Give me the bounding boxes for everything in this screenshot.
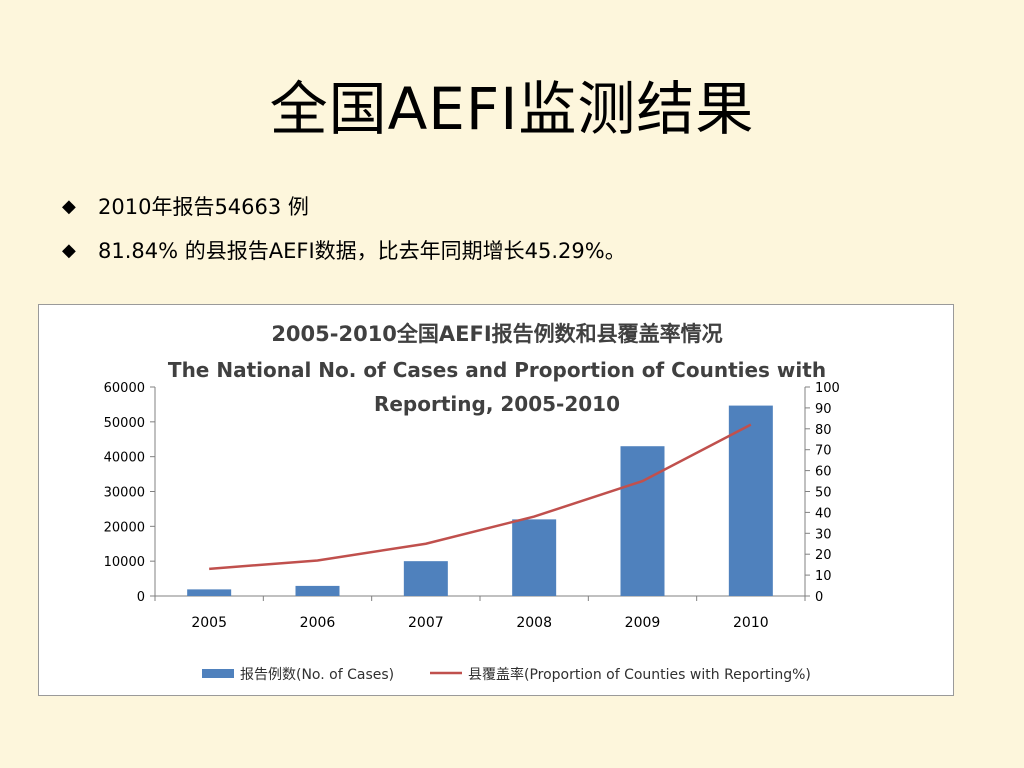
- y-right-tick-label: 10: [815, 569, 832, 584]
- bar-cases-2006: [295, 585, 340, 596]
- y-left-tick-label: 20000: [104, 520, 145, 535]
- x-tick-label: 2009: [625, 615, 661, 631]
- bullet-item: ◆ 81.84% 的县报告AEFI数据，比去年同期增长45.29%。: [62, 228, 962, 272]
- diamond-icon: ◆: [62, 239, 76, 261]
- bullet-list: ◆ 2010年报告54663 例 ◆ 81.84% 的县报告AEFI数据，比去年…: [62, 184, 962, 272]
- slide-title: 全国AEFI监测结果: [269, 75, 755, 143]
- y-right-tick-label: 70: [815, 444, 832, 459]
- y-left-tick-label: 50000: [104, 416, 145, 431]
- bar-cases-2008: [512, 519, 557, 596]
- legend-label-coverage: 县覆盖率(Proportion of Counties with Reporti…: [468, 666, 811, 683]
- combo-chart: 2005-2010全国AEFI报告例数和县覆盖率情况 The National …: [104, 322, 840, 683]
- x-tick-label: 2008: [516, 615, 552, 631]
- y-left-tick-label: 30000: [104, 486, 145, 501]
- bullet-text: 81.84% 的县报告AEFI数据，比去年同期增长45.29%。: [98, 239, 626, 263]
- chart-title-cn: 2005-2010全国AEFI报告例数和县覆盖率情况: [271, 322, 722, 346]
- y-left-tick-label: 0: [137, 590, 145, 605]
- y-right-tick-label: 50: [815, 486, 832, 501]
- bar-cases-2007: [403, 561, 448, 596]
- y-right-tick-label: 80: [815, 423, 832, 438]
- x-tick-label: 2005: [191, 615, 227, 631]
- chart-title-en-line2: Reporting, 2005-2010: [374, 392, 620, 416]
- bar-cases-2009: [620, 446, 665, 596]
- chart-container: 2005-2010全国AEFI报告例数和县覆盖率情况 The National …: [38, 304, 954, 696]
- line-coverage: [209, 423, 752, 571]
- y-right-tick-label: 0: [815, 590, 823, 605]
- y-right-tick-label: 40: [815, 506, 832, 521]
- legend-label-cases: 报告例数(No. of Cases): [240, 667, 394, 683]
- diamond-icon: ◆: [62, 195, 76, 217]
- y-left-tick-label: 60000: [104, 381, 145, 396]
- y-right-tick-label: 100: [815, 381, 840, 396]
- x-tick-label: 2006: [300, 615, 336, 631]
- bar-cases-2010: [728, 405, 773, 596]
- y-right-tick-label: 20: [815, 548, 832, 563]
- bar-cases-2005: [187, 589, 232, 596]
- y-right-tick-label: 60: [815, 465, 832, 480]
- chart-legend: 报告例数(No. of Cases) 县覆盖率(Proportion of Co…: [202, 666, 811, 683]
- y-right-tick-label: 30: [815, 527, 832, 542]
- bullet-item: ◆ 2010年报告54663 例: [62, 184, 962, 228]
- x-tick-label: 2007: [408, 615, 444, 631]
- legend-swatch-cases: [202, 669, 234, 678]
- y-right-tick-label: 90: [815, 402, 832, 417]
- x-tick-label: 2010: [733, 615, 769, 631]
- y-left-tick-label: 10000: [104, 555, 145, 570]
- chart-title-en-line1: The National No. of Cases and Proportion…: [168, 358, 826, 382]
- y-left-tick-label: 40000: [104, 451, 145, 466]
- bullet-text: 2010年报告54663 例: [98, 195, 309, 219]
